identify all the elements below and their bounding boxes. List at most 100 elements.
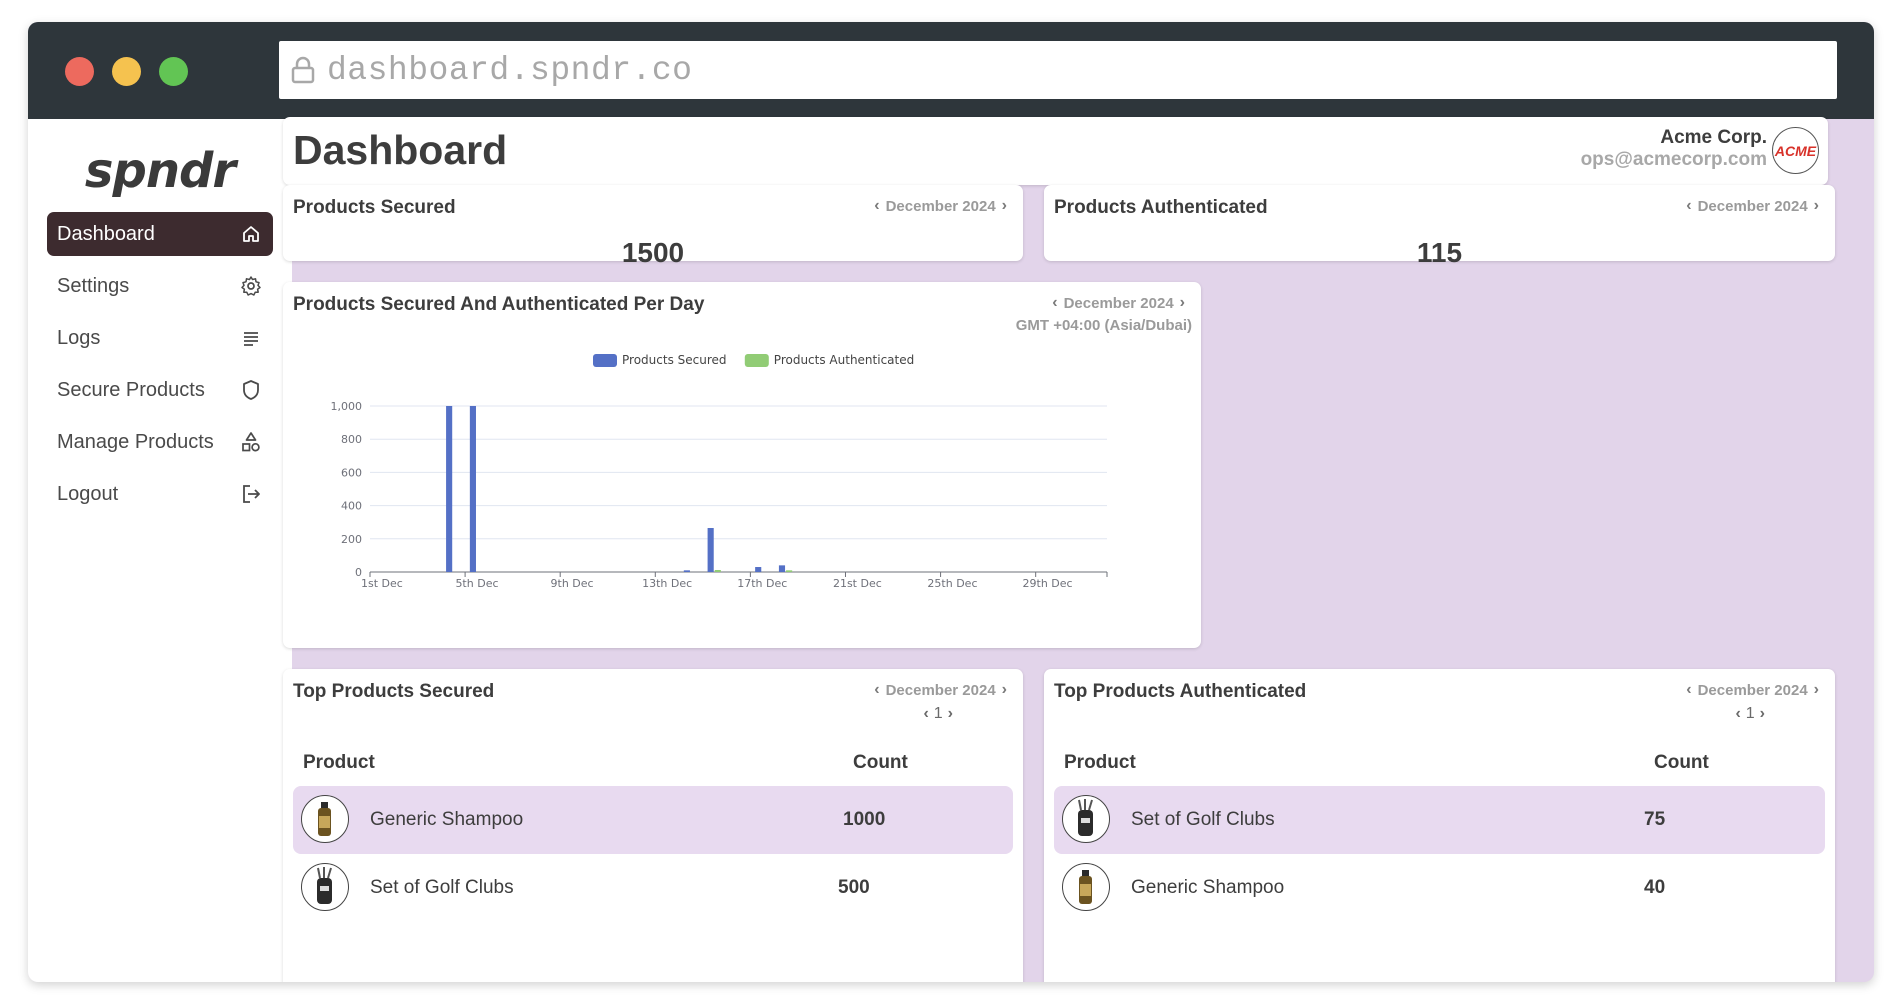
shield-icon: [239, 378, 263, 402]
month-selector: ‹ December 2024 ›: [868, 197, 1013, 215]
prev-month-icon[interactable]: ‹: [1686, 681, 1692, 698]
shampoo-bottle-icon: [1062, 863, 1110, 911]
month-selector: ‹ December 2024 ›: [1680, 197, 1825, 215]
sidebar-item-label: Manage Products: [57, 430, 214, 453]
card-title: Top Products Secured: [293, 681, 495, 702]
sidebar-item-secure-products[interactable]: Secure Products: [47, 368, 273, 412]
timezone-label: GMT +04:00 (Asia/Dubai): [1015, 317, 1192, 334]
pagination: ‹ 1 ›: [1730, 705, 1770, 723]
prev-month-icon[interactable]: ‹: [874, 681, 880, 698]
column-header-product: Product: [1064, 752, 1136, 773]
card-title: Products Authenticated: [1054, 197, 1268, 218]
sidebar-item-label: Settings: [57, 274, 130, 297]
y-tick-label: 600: [341, 466, 362, 479]
next-month-icon[interactable]: ›: [1179, 294, 1185, 311]
month-label: December 2024: [1697, 197, 1808, 215]
spndr-logo[interactable]: spndr: [84, 143, 236, 199]
products-authenticated-card: Products Authenticated ‹ December 2024 ›…: [1044, 185, 1835, 268]
sidebar-item-settings[interactable]: Settings: [47, 264, 273, 308]
browser-window: dashboard.spndr.co spndr Dashboard Setti…: [28, 22, 1874, 982]
next-month-icon[interactable]: ›: [1813, 197, 1819, 214]
product-count: 75: [1644, 809, 1666, 830]
y-tick-label: 800: [341, 433, 362, 446]
bar: [683, 570, 690, 572]
table-row[interactable]: Generic Shampoo 1000: [293, 786, 1013, 854]
product-count: 40: [1644, 877, 1666, 898]
products-secured-value: 1500: [621, 237, 685, 268]
bar: [778, 565, 786, 572]
table-row[interactable]: Set of Golf Clubs 75: [1054, 786, 1825, 854]
x-tick-label: 25th Dec: [927, 577, 977, 590]
month-label: December 2024: [885, 681, 996, 699]
table-row[interactable]: Generic Shampoo 40: [1054, 854, 1825, 922]
sidebar-item-logs[interactable]: Logs: [47, 316, 273, 360]
url-text: dashboard.spndr.co: [327, 51, 693, 89]
sidebar-item-manage-products[interactable]: Manage Products: [47, 420, 273, 464]
next-page-icon[interactable]: ›: [947, 705, 953, 722]
y-tick-label: 400: [341, 500, 362, 513]
sidebar-item-dashboard[interactable]: Dashboard: [47, 212, 273, 256]
column-header-count: Count: [1654, 752, 1709, 773]
bar: [707, 528, 714, 572]
legend-label: Products Secured: [622, 353, 727, 367]
close-window-button[interactable]: [65, 57, 94, 86]
product-count: 1000: [843, 809, 886, 830]
top-products-authenticated-card: Top Products Authenticated ‹ December 20…: [1044, 669, 1835, 982]
prev-page-icon[interactable]: ‹: [1735, 705, 1741, 722]
org-avatar[interactable]: ACME: [1772, 127, 1819, 174]
x-tick-label: 29th Dec: [1023, 577, 1073, 590]
product-count: 500: [838, 877, 870, 898]
golf-bag-icon: [301, 863, 349, 911]
product-name: Set of Golf Clubs: [370, 877, 514, 898]
legend-swatch: [744, 354, 769, 367]
page-number: 1: [1745, 705, 1755, 722]
column-header-product: Product: [303, 752, 375, 773]
column-header-count: Count: [853, 752, 908, 773]
sidebar-item-label: Logout: [57, 482, 119, 505]
month-label: December 2024: [885, 197, 996, 215]
logout-icon: [239, 482, 263, 506]
bar: [755, 567, 762, 572]
prev-month-icon[interactable]: ‹: [1686, 197, 1692, 214]
products-secured-card: Products Secured ‹ December 2024 › 1500: [283, 185, 1023, 268]
lock-icon: [289, 55, 317, 85]
pagination: ‹ 1 ›: [918, 705, 958, 723]
minimize-window-button[interactable]: [112, 57, 141, 86]
table-row[interactable]: Set of Golf Clubs 500: [293, 854, 1013, 922]
gear-icon: [239, 274, 263, 298]
shapes-icon: [239, 430, 263, 454]
next-page-icon[interactable]: ›: [1759, 705, 1765, 722]
sidebar-item-label: Logs: [57, 326, 101, 349]
x-tick-label: 13th Dec: [642, 577, 692, 590]
next-month-icon[interactable]: ›: [1813, 681, 1819, 698]
bar: [446, 406, 453, 572]
address-bar[interactable]: dashboard.spndr.co: [279, 41, 1837, 99]
month-selector: ‹ December 2024 ›: [1680, 681, 1825, 699]
org-name: Acme Corp.: [1660, 127, 1767, 148]
legend-swatch: [593, 354, 617, 367]
next-month-icon[interactable]: ›: [1001, 197, 1007, 214]
x-tick-label: 9th Dec: [551, 577, 594, 590]
next-month-icon[interactable]: ›: [1001, 681, 1007, 698]
maximize-window-button[interactable]: [159, 57, 188, 86]
month-selector: ‹ December 2024 ›: [868, 681, 1013, 699]
card-title: Products Secured And Authenticated Per D…: [293, 294, 705, 315]
product-name: Set of Golf Clubs: [1131, 809, 1275, 830]
prev-month-icon[interactable]: ‹: [1052, 294, 1058, 311]
x-tick-label: 21st Dec: [833, 577, 882, 590]
y-tick-label: 200: [341, 533, 362, 546]
org-info: Acme Corp. ops@acmecorp.com: [1581, 127, 1767, 171]
legend-label: Products Authenticated: [774, 353, 914, 367]
y-tick-label: 0: [355, 566, 362, 579]
org-email: ops@acmecorp.com: [1580, 149, 1767, 170]
home-icon: [239, 222, 263, 246]
browser-titlebar: dashboard.spndr.co: [28, 22, 1874, 119]
sidebar: spndr Dashboard Settings Logs Secure Pro…: [28, 119, 292, 982]
prev-month-icon[interactable]: ‹: [874, 197, 880, 214]
shampoo-bottle-icon: [301, 795, 349, 843]
top-products-secured-card: Top Products Secured ‹ December 2024 › ‹…: [283, 669, 1023, 982]
bar: [714, 570, 721, 572]
product-name: Generic Shampoo: [370, 809, 524, 830]
sidebar-item-logout[interactable]: Logout: [47, 472, 273, 516]
prev-page-icon[interactable]: ‹: [923, 705, 929, 722]
